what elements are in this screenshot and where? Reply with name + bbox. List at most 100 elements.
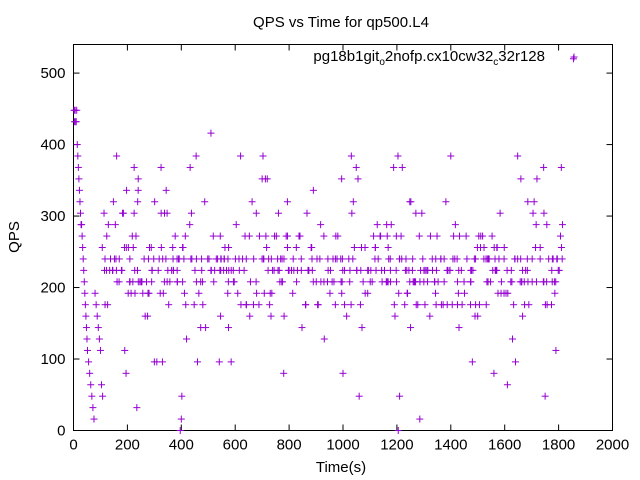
- data-point: [552, 278, 560, 286]
- chart-title: QPS vs Time for qp500.L4: [253, 14, 429, 31]
- x-tick-label: 1400: [434, 437, 467, 454]
- data-point: [402, 255, 410, 263]
- data-point: [540, 163, 548, 171]
- data-point: [246, 312, 254, 320]
- data-point: [453, 255, 461, 263]
- data-point: [289, 289, 297, 297]
- data-point: [338, 255, 346, 263]
- data-point: [555, 266, 563, 274]
- data-point: [283, 232, 291, 240]
- data-point: [496, 209, 504, 217]
- data-point: [162, 255, 170, 263]
- data-point: [433, 232, 441, 240]
- legend-label-part: 2nofp.cx10cw32: [385, 48, 493, 65]
- data-point: [148, 278, 156, 286]
- data-point: [390, 163, 398, 171]
- data-point: [190, 301, 198, 309]
- data-point: [237, 152, 245, 160]
- data-point: [224, 255, 232, 263]
- x-tick-label: 0: [69, 437, 77, 454]
- data-point: [541, 392, 549, 400]
- data-point: [122, 369, 130, 377]
- data-point: [338, 289, 346, 297]
- data-point: [248, 198, 256, 206]
- data-point: [440, 255, 448, 263]
- data-point: [183, 335, 191, 343]
- data-point: [252, 209, 260, 217]
- data-point: [210, 278, 218, 286]
- y-axis: 0 100 200 300 400 500: [40, 65, 613, 440]
- data-point: [89, 404, 97, 412]
- data-point: [100, 209, 108, 217]
- data-point: [303, 209, 311, 217]
- data-point: [86, 369, 94, 377]
- data-point: [180, 289, 188, 297]
- data-point: [432, 266, 440, 274]
- data-point: [412, 209, 420, 217]
- data-point: [451, 221, 459, 229]
- data-point: [558, 255, 566, 263]
- x-tick-label: 800: [277, 437, 302, 454]
- legend-marker-glyph: [570, 53, 578, 61]
- data-point: [338, 175, 346, 183]
- data-point: [463, 255, 471, 263]
- data-point: [326, 289, 334, 297]
- data-point: [447, 152, 455, 160]
- data-point: [330, 278, 338, 286]
- data-point: [74, 152, 82, 160]
- data-point: [266, 301, 274, 309]
- data-point: [80, 266, 88, 274]
- data-point: [408, 266, 416, 274]
- data-point: [144, 289, 152, 297]
- data-point: [159, 289, 167, 297]
- data-point: [215, 358, 223, 366]
- data-point: [186, 221, 194, 229]
- data-point: [547, 301, 555, 309]
- data-point: [289, 255, 297, 263]
- data-point: [394, 427, 402, 434]
- data-point: [157, 244, 165, 252]
- data-point: [93, 312, 101, 320]
- data-point: [462, 232, 470, 240]
- data-point: [224, 289, 232, 297]
- x-tick-label: 1200: [380, 437, 413, 454]
- data-point: [370, 232, 378, 240]
- data-point: [259, 152, 267, 160]
- data-point: [98, 244, 106, 252]
- data-point: [113, 152, 121, 160]
- data-point: [508, 335, 516, 343]
- data-point: [398, 163, 406, 171]
- data-point: [497, 278, 505, 286]
- data-point: [76, 198, 84, 206]
- data-point: [225, 244, 233, 252]
- data-point: [530, 198, 538, 206]
- data-point: [133, 266, 141, 274]
- data-point: [283, 198, 291, 206]
- data-point: [492, 266, 500, 274]
- data-point: [442, 198, 450, 206]
- data-point: [488, 232, 496, 240]
- data-point: [181, 232, 189, 240]
- data-point: [151, 198, 159, 206]
- y-tick-label: 400: [40, 137, 65, 154]
- data-point: [81, 301, 89, 309]
- data-point: [446, 266, 454, 274]
- data-point: [78, 232, 86, 240]
- data-point: [262, 232, 270, 240]
- data-point: [419, 255, 427, 263]
- data-point: [548, 266, 556, 274]
- data-point: [532, 221, 540, 229]
- data-point: [207, 129, 215, 137]
- data-point: [302, 301, 310, 309]
- data-point: [391, 312, 399, 320]
- data-point: [450, 232, 458, 240]
- data-point: [240, 266, 248, 274]
- y-axis-label: QPS: [6, 221, 23, 253]
- data-point: [79, 244, 87, 252]
- x-axis-label: Time(s): [316, 459, 366, 476]
- legend-label-part: 32r128: [498, 48, 545, 65]
- data-point: [454, 289, 462, 297]
- data-point: [407, 198, 415, 206]
